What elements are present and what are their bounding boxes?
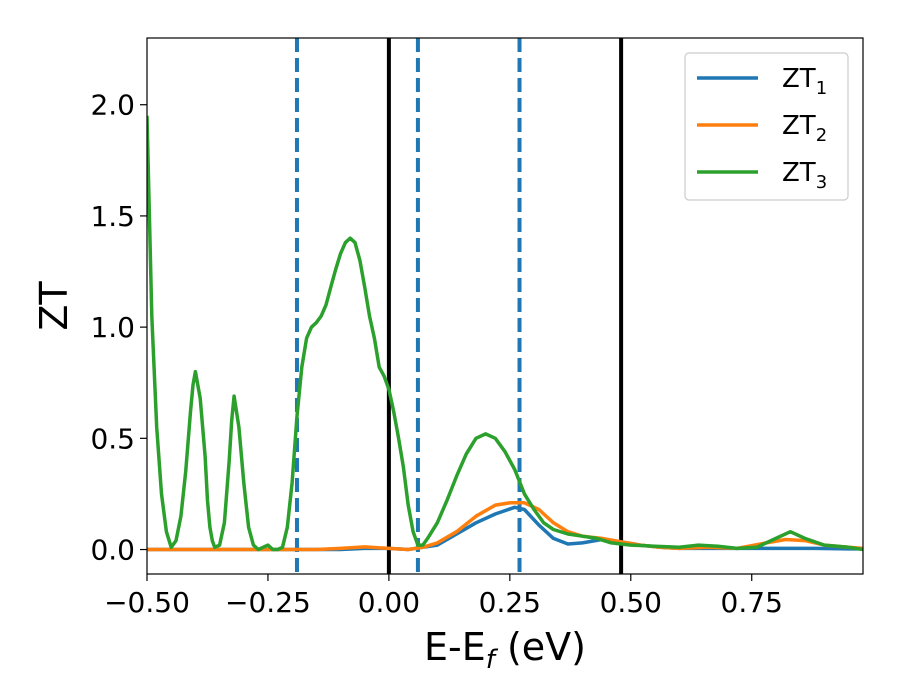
y-axis-title: ZT [32,281,76,331]
x-tick-label: −0.25 [225,586,311,619]
y-tick-label: 1.5 [90,200,135,233]
series-line-3 [147,115,863,552]
legend-label-2: ZT2 [782,111,827,146]
x-axis-title: E-Ef (eV) [424,625,586,675]
x-tick-label: −0.50 [104,586,190,619]
y-tick-label: 2.0 [90,89,135,122]
legend: ZT1 ZT2 ZT3 [684,52,849,201]
y-tick-label: 0.0 [90,534,135,567]
plot-frame [146,37,864,575]
x-tick-label: 0.50 [600,586,662,619]
plot-area [147,38,863,574]
legend-box [684,52,849,201]
y-axis: 0.0 0.5 1.0 1.5 2.0 [90,89,147,567]
x-tick-label: 0.75 [721,586,783,619]
x-axis: −0.50 −0.25 0.00 0.25 0.50 0.75 [104,574,783,619]
y-tick-label: 0.5 [90,422,135,455]
x-tick-label: 0.00 [358,586,420,619]
x-axis-title-unit: (eV) [495,625,586,669]
x-tick-label: 0.25 [479,586,541,619]
y-tick-label: 1.0 [90,311,135,344]
x-axis-title-main: E-E [424,625,486,669]
series-lines [147,115,863,552]
legend-label-1: ZT1 [782,64,827,99]
legend-label-3: ZT3 [782,158,827,193]
